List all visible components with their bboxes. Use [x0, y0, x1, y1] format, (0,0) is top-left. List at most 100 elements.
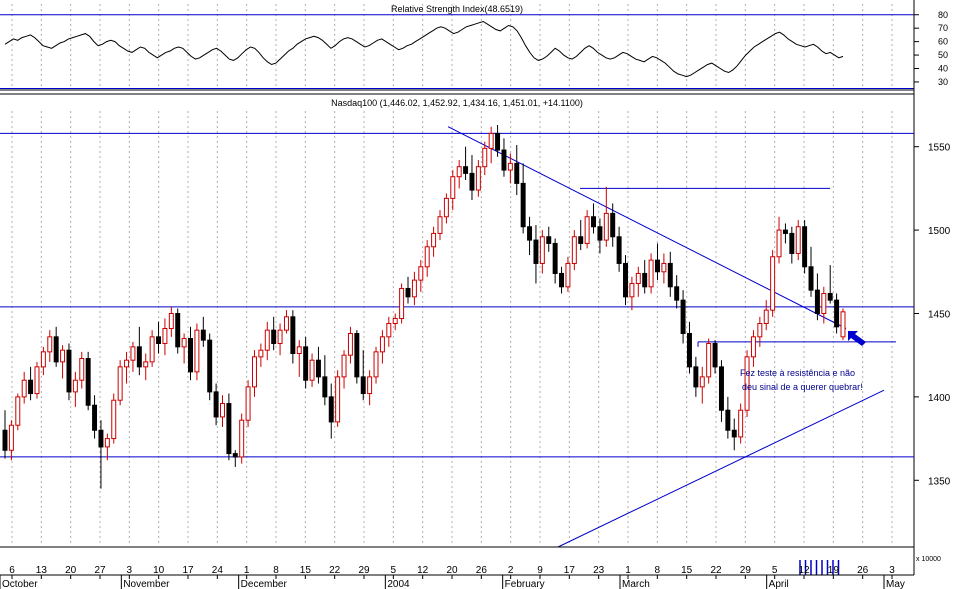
x-day-label: 26	[476, 565, 488, 576]
candle-body	[85, 358, 91, 406]
candle-body	[181, 338, 187, 348]
candle-body	[674, 286, 680, 301]
candle-body	[98, 429, 104, 448]
candle-body	[770, 256, 776, 311]
price-axis: 1350 1400 1450 1500 1550	[914, 143, 951, 487]
candle-body	[386, 322, 392, 338]
candle-body	[53, 336, 59, 363]
price-tick-label: 1400	[928, 393, 951, 404]
rsi-line	[4, 20, 844, 78]
candle-body	[354, 333, 360, 378]
x-month-label: October	[2, 579, 38, 589]
rsi-axis: 30 40 50 60 70 80	[914, 10, 948, 87]
candle-body	[616, 236, 622, 264]
rsi-title: Relative Strength Index(48.6519)	[391, 4, 523, 14]
candle-body	[527, 226, 533, 241]
candle-body	[539, 236, 545, 264]
candle-body	[213, 391, 219, 418]
candle-body	[725, 409, 731, 431]
rsi-tick-label: 50	[938, 50, 948, 60]
candle-body	[207, 339, 213, 393]
x-day-label: 1	[625, 565, 631, 576]
candle-body	[303, 346, 309, 381]
candle-body	[718, 366, 724, 411]
price-tick-label: 1550	[928, 143, 951, 154]
candle-body	[552, 242, 558, 274]
candle-body	[367, 376, 373, 395]
candle-body	[744, 356, 750, 411]
candle-body	[258, 349, 264, 358]
x-day-label: 15	[681, 565, 693, 576]
candle-body	[520, 182, 526, 228]
candle-body	[827, 292, 833, 301]
candle-body	[648, 259, 654, 288]
candle-body	[584, 216, 590, 244]
price-tick-label: 1350	[928, 476, 951, 487]
price-tick-label: 1450	[928, 309, 951, 320]
candle-body	[456, 166, 462, 178]
candle-body	[117, 366, 123, 401]
candle-body	[834, 299, 840, 328]
rsi-tick-label: 40	[938, 64, 948, 74]
candle-body	[360, 376, 366, 395]
candle-body	[802, 226, 808, 268]
candle-body	[706, 343, 712, 378]
x-day-label: 17	[564, 565, 576, 576]
candle-body	[322, 376, 328, 398]
candle-body	[111, 399, 117, 440]
candle-body	[661, 262, 667, 273]
candle-body	[194, 329, 200, 373]
x-day-label: 15	[300, 565, 312, 576]
candle-body	[239, 419, 245, 458]
candle-body	[40, 351, 46, 368]
x-month-label: 2004	[387, 579, 410, 589]
volume-bars	[799, 560, 840, 575]
candle-body	[629, 282, 635, 298]
candle-body	[463, 166, 469, 174]
x-month-label: February	[505, 579, 545, 589]
candle-body	[373, 351, 379, 378]
candle-body	[379, 336, 385, 353]
candle-body	[66, 349, 72, 393]
candle-body	[514, 162, 520, 184]
candle-body	[667, 262, 673, 288]
rsi-level-lines	[0, 14, 914, 89]
candle-body	[392, 317, 398, 324]
candle-body	[175, 312, 181, 348]
candle-body	[546, 236, 552, 244]
x-day-label: 19	[828, 565, 840, 576]
candle-body	[475, 166, 481, 191]
volume-unit-label: x 10000	[916, 556, 941, 563]
x-day-label: 24	[212, 565, 224, 576]
candle-body	[130, 346, 136, 361]
uptrend-line	[557, 389, 885, 548]
candle-body	[814, 289, 820, 314]
candle-body	[296, 346, 302, 355]
candle-body	[411, 279, 417, 298]
candle-body	[501, 149, 507, 171]
candle-body	[277, 329, 283, 345]
candle-body	[578, 236, 584, 244]
candle-body	[347, 333, 353, 356]
x-day-label: 29	[358, 565, 370, 576]
candle-body	[686, 333, 692, 368]
candle-body	[533, 239, 539, 264]
candle-body	[789, 232, 795, 254]
candle-body	[124, 359, 130, 368]
x-day-label: 12	[417, 565, 429, 576]
x-axis: 6 13 20 27 3 10 17 24 1 8 15 22 29 5 12 20 26 2 9 17 23 1 8 15 2…	[0, 565, 905, 589]
candle-body	[623, 262, 628, 298]
candle-body	[821, 292, 827, 314]
candle-body	[245, 386, 251, 421]
candle-body	[597, 226, 603, 241]
rsi-tick-label: 60	[938, 37, 948, 47]
candle-body	[251, 356, 257, 388]
downtrend-line	[447, 126, 847, 329]
x-month-label: November	[123, 579, 170, 589]
candle-body	[168, 312, 174, 330]
candle-body	[450, 176, 456, 199]
candle-body	[495, 132, 501, 151]
x-day-label: 22	[329, 565, 341, 576]
candle-body	[2, 429, 8, 451]
